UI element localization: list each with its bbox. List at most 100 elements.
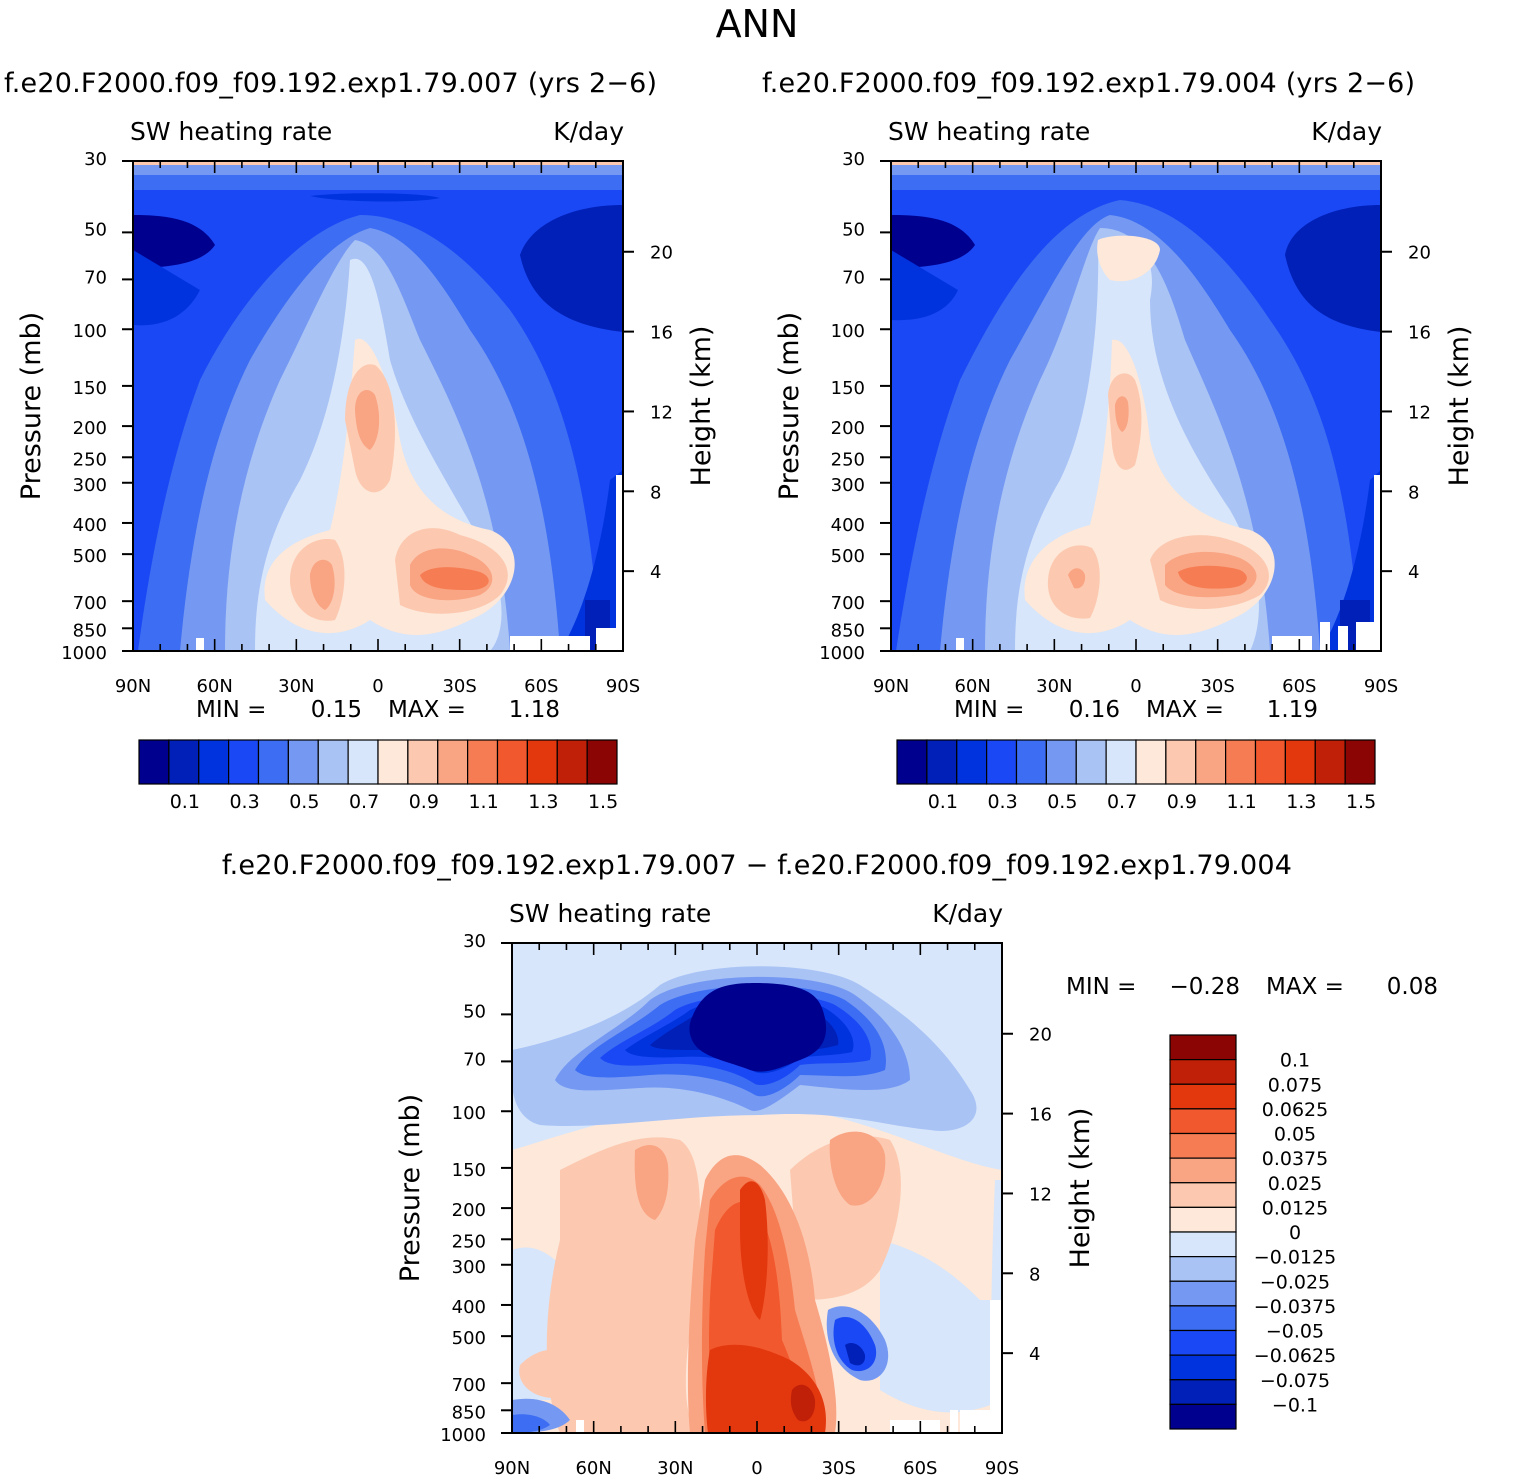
panel2-colorbar-level-2: 0.5 <box>1047 791 1077 813</box>
panel3-colorbar-level-10: −0.0375 <box>1254 1296 1336 1318</box>
panel3-colorbar-swatch-15 <box>1169 1403 1237 1430</box>
panel2-colorbar-level-6: 1.3 <box>1286 791 1316 813</box>
panel3-ytick-label-850: 850 <box>452 1402 486 1423</box>
panel3-ytick-right-label-8: 8 <box>1029 1264 1040 1285</box>
panel3-ytick-label-100: 100 <box>452 1103 486 1124</box>
panel3-xtick-label-30N: 30N <box>657 1458 693 1479</box>
panel2-colorbar-swatch-8 <box>1135 739 1167 785</box>
panel1-colorbar-swatch-8 <box>377 739 409 785</box>
panel3-ytick-right-label-12: 12 <box>1029 1184 1052 1205</box>
panel1-colorbar-swatch-11 <box>467 739 499 785</box>
panel3-ytick-label-250: 250 <box>452 1231 486 1252</box>
panel3-ytick-label-400: 400 <box>452 1297 486 1318</box>
panel2-xtick-label-30S: 30S <box>1200 676 1234 697</box>
panel1-xtick-label-0: 0 <box>372 676 383 697</box>
panel2-colorbar-swatch-6 <box>1075 739 1107 785</box>
panel3-units: K/day <box>932 899 1003 928</box>
panel1-xtick-label-90S: 90S <box>606 676 640 697</box>
panel2-units: K/day <box>1311 117 1382 146</box>
panel2-colorbar-swatch-14 <box>1314 739 1346 785</box>
panel3-xtick-label-30S: 30S <box>821 1458 855 1479</box>
panel2-ytick-right-label-4: 4 <box>1408 562 1419 583</box>
panel1-ylabel: Pressure (mb) <box>16 312 47 500</box>
panel1-ylabel-right: Height (km) <box>686 326 717 487</box>
panel2-ytick-label-150: 150 <box>831 378 865 399</box>
panel1-colorbar-swatch-15 <box>586 739 618 785</box>
panel3-colorbar-level-12: −0.0625 <box>1254 1345 1336 1367</box>
panel2-colorbar-level-0: 0.1 <box>928 791 958 813</box>
panel1-contours <box>133 161 623 651</box>
panel2-colorbar-swatch-1 <box>926 739 958 785</box>
panel3-ytick-right-label-16: 16 <box>1029 1105 1052 1126</box>
panel3-colorbar-level-4: 0.0375 <box>1262 1148 1328 1170</box>
panel3-ytick-label-30: 30 <box>463 931 486 952</box>
panel1-units: K/day <box>553 117 624 146</box>
panel1-colorbar-swatch-10 <box>437 739 469 785</box>
panel3-xtick-label-60S: 60S <box>903 1458 937 1479</box>
panel1-ytick-right-label-8: 8 <box>650 482 661 503</box>
panel1-colorbar-swatch-14 <box>556 739 588 785</box>
panel3-ytick-label-300: 300 <box>452 1257 486 1278</box>
diff-title: f.e20.F2000.f09_f09.192.exp1.79.007 − f.… <box>221 850 1293 881</box>
panel1-colorbar-level-0: 0.1 <box>170 791 200 813</box>
panel3-max-label: MAX = <box>1266 974 1344 1000</box>
panel1-ytick-label-400: 400 <box>73 515 107 536</box>
panel3-colorbar-level-0: 0.1 <box>1280 1050 1310 1072</box>
panel3-colorbar-level-3: 0.05 <box>1274 1124 1316 1146</box>
panel1-ytick-label-500: 500 <box>73 546 107 567</box>
panel2-min-value: 0.16 <box>1069 697 1120 723</box>
panel3-max-value: 0.08 <box>1387 974 1438 1000</box>
panel1-ytick-label-50: 50 <box>84 219 107 240</box>
panel3-colorbar-swatch-1 <box>1169 1059 1237 1085</box>
panel1-ytick-right-label-16: 16 <box>650 323 673 344</box>
panel2-ytick-right-label-8: 8 <box>1408 482 1419 503</box>
panel3-colorbar-level-8: −0.0125 <box>1254 1247 1336 1269</box>
panel3-colorbar-swatch-7 <box>1169 1206 1237 1233</box>
panel1-colorbar-swatch-4 <box>257 739 289 785</box>
panel1-ytick-right-label-4: 4 <box>650 562 661 583</box>
panel3-colorbar-swatch-8 <box>1169 1231 1237 1258</box>
panel2-title: f.e20.F2000.f09_f09.192.exp1.79.004 (yrs… <box>762 68 1416 99</box>
panel1-xtick-label-90N: 90N <box>115 676 151 697</box>
panel1-ytick-label-1000: 1000 <box>61 643 107 664</box>
panel1-colorbar-swatch-0 <box>138 739 170 785</box>
panel1-colorbar-level-4: 0.9 <box>409 791 439 813</box>
panel2-ytick-label-400: 400 <box>831 515 865 536</box>
panel2-ytick-label-1000: 1000 <box>819 643 865 664</box>
panel3-ytick-label-150: 150 <box>452 1160 486 1181</box>
panel1-colorbar-swatch-9 <box>407 739 439 785</box>
panel3-ytick-label-200: 200 <box>452 1200 486 1221</box>
panel2-max-label: MAX = <box>1146 697 1224 723</box>
panel3-colorbar-level-9: −0.025 <box>1260 1271 1330 1293</box>
panel3-colorbar-swatch-6 <box>1169 1182 1237 1208</box>
panel2-xtick-label-90S: 90S <box>1364 676 1398 697</box>
panel3-xtick-label-60N: 60N <box>575 1458 611 1479</box>
panel3-ylabel-right: Height (km) <box>1065 1108 1096 1269</box>
panel3-colorbar-swatch-4 <box>1169 1132 1237 1159</box>
panel1-ytick-label-250: 250 <box>73 449 107 470</box>
panel3-ytick-label-500: 500 <box>452 1328 486 1349</box>
panel1-max-label: MAX = <box>388 697 466 723</box>
panel3-colorbar-swatch-9 <box>1169 1256 1237 1282</box>
panel2-xtick-label-0: 0 <box>1130 676 1141 697</box>
panel3-min-label: MIN = <box>1066 974 1136 1000</box>
panel3-xtick-label-90N: 90N <box>494 1458 530 1479</box>
panel3-plot: SW heating rate K/day <box>395 899 1438 1479</box>
panel2-colorbar-swatch-12 <box>1254 739 1286 785</box>
panel1-ytick-label-200: 200 <box>73 418 107 439</box>
panel3-contours <box>512 943 1002 1433</box>
panel3-ytick-label-70: 70 <box>463 1049 486 1070</box>
panel1-plot: SW heating rate K/day <box>16 117 717 813</box>
panel2-colorbar-level-1: 0.3 <box>987 791 1017 813</box>
panel3-xtick-label-0: 0 <box>751 1458 762 1479</box>
panel1-ytick-label-70: 70 <box>84 267 107 288</box>
panel2-colorbar-swatch-10 <box>1195 739 1227 785</box>
panel2-colorbar-swatch-4 <box>1015 739 1047 785</box>
panel2-ytick-right-label-12: 12 <box>1408 402 1431 423</box>
panel3-colorbar-level-1: 0.075 <box>1268 1074 1322 1096</box>
panel2-ytick-label-300: 300 <box>831 475 865 496</box>
panel2-ytick-right-label-16: 16 <box>1408 323 1431 344</box>
panel3-colorbar-level-11: −0.05 <box>1266 1321 1324 1343</box>
panel2-max-value: 1.19 <box>1267 697 1318 723</box>
panel3-ytick-label-700: 700 <box>452 1375 486 1396</box>
